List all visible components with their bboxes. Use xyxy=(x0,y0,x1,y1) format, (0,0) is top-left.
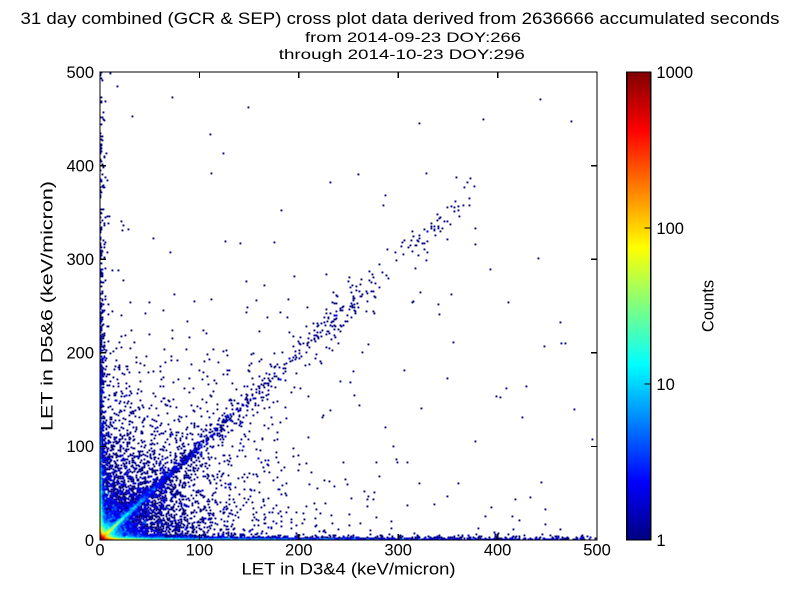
svg-text:500: 500 xyxy=(583,542,611,560)
svg-text:0: 0 xyxy=(95,542,104,560)
svg-text:from 2014-09-23 DOY:266: from 2014-09-23 DOY:266 xyxy=(305,29,521,45)
svg-text:LET in D5&6 (keV/micron): LET in D5&6 (keV/micron) xyxy=(38,181,56,431)
svg-text:1: 1 xyxy=(656,532,665,550)
svg-text:31 day combined (GCR & SEP) cr: 31 day combined (GCR & SEP) cross plot d… xyxy=(21,10,780,28)
svg-text:0: 0 xyxy=(85,532,94,550)
svg-text:LET in D3&4 (keV/micron): LET in D3&4 (keV/micron) xyxy=(242,561,456,579)
svg-text:1000: 1000 xyxy=(656,64,693,82)
svg-text:200: 200 xyxy=(285,542,313,560)
svg-text:100: 100 xyxy=(186,542,214,560)
svg-text:Counts: Counts xyxy=(699,280,717,332)
svg-text:100: 100 xyxy=(656,220,684,238)
svg-text:100: 100 xyxy=(66,438,94,456)
svg-text:300: 300 xyxy=(66,251,94,269)
svg-text:500: 500 xyxy=(66,64,94,82)
svg-text:200: 200 xyxy=(66,345,94,363)
svg-text:300: 300 xyxy=(384,542,412,560)
svg-text:400: 400 xyxy=(66,157,94,175)
svg-text:10: 10 xyxy=(656,376,674,394)
svg-text:400: 400 xyxy=(484,542,512,560)
svg-text:through 2014-10-23 DOY:296: through 2014-10-23 DOY:296 xyxy=(279,46,525,62)
